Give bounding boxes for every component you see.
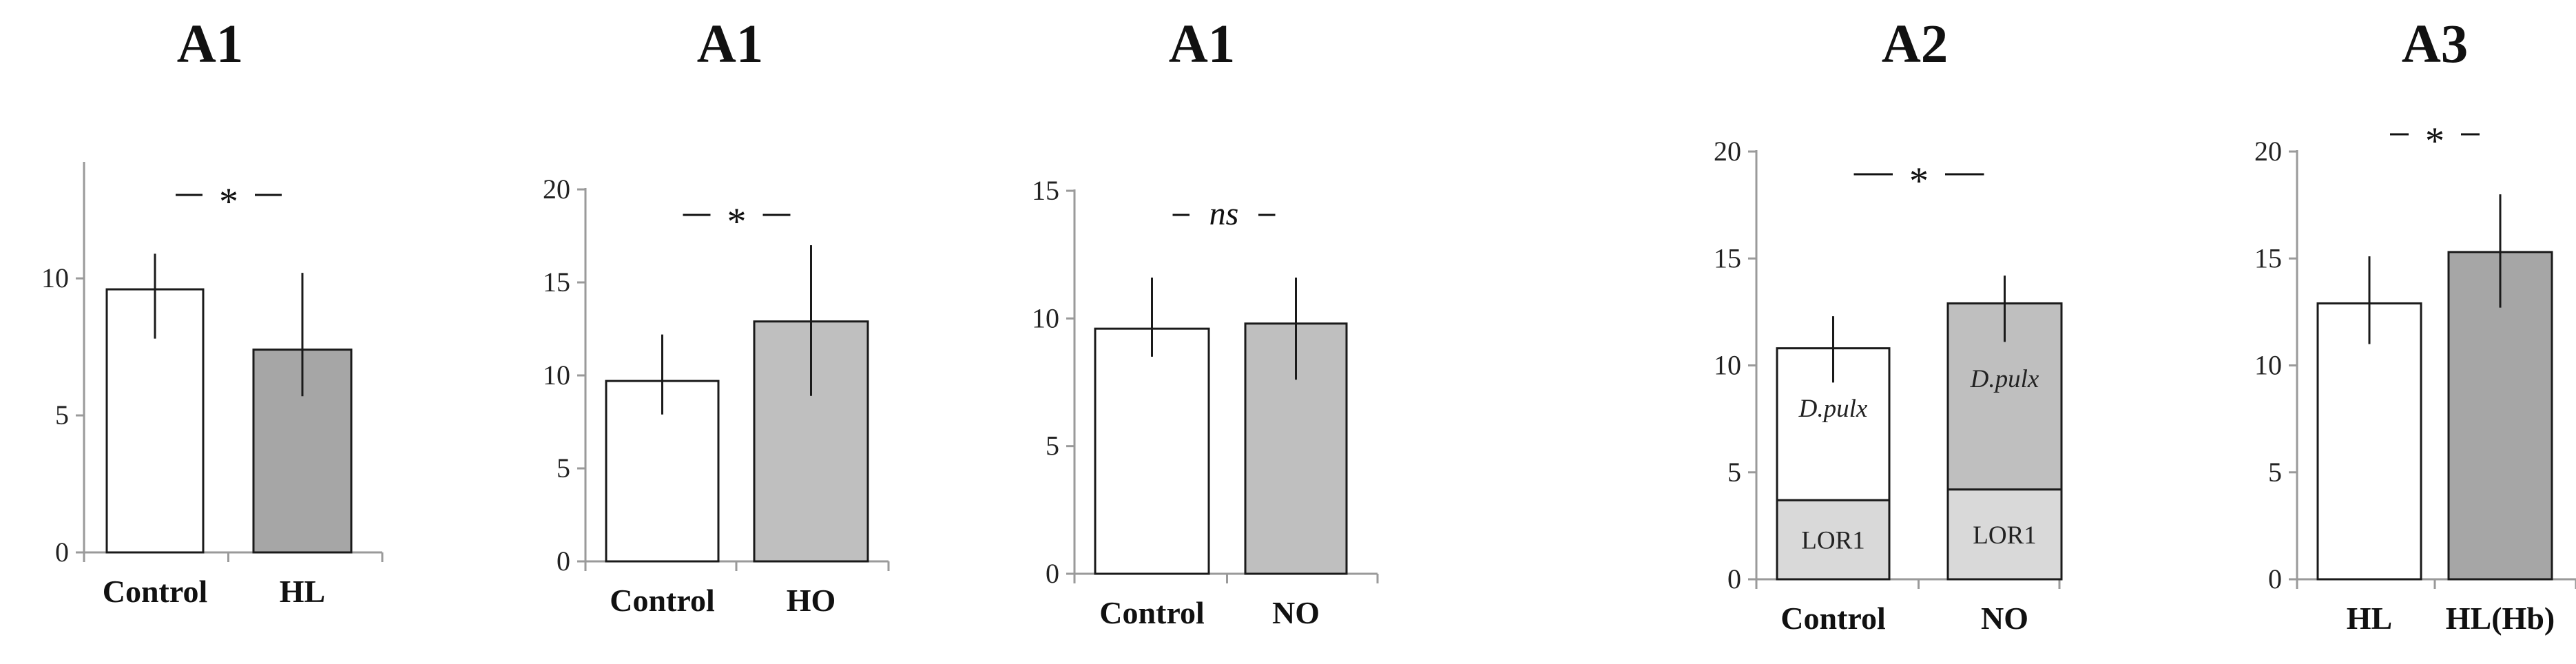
significance-marker: ns (1209, 196, 1239, 232)
y-tick-label: 10 (41, 262, 69, 293)
category-label: Control (1099, 595, 1205, 630)
chart-panel-4: A2 0 5 10 15 20 LOR1 D.pulx Control LOR1 D.pulx NO * (1714, 14, 2063, 636)
category-label: HO (787, 583, 836, 618)
panel-title: A1 (697, 14, 764, 74)
y-tick-label: 10 (1032, 302, 1059, 333)
category-label: HL (280, 574, 325, 609)
y-tick-label: 5 (557, 453, 570, 484)
chart-panel-2: A1 0 5 10 15 20 Control HO * (543, 14, 890, 618)
chart-panel-1: A1 0 5 10 Control HL * (41, 14, 384, 609)
y-tick-label: 0 (55, 537, 69, 568)
category-label: Control (103, 574, 208, 609)
y-tick-label: 5 (1727, 457, 1741, 488)
significance-marker: * (727, 200, 747, 243)
category-label: Control (1780, 601, 1886, 636)
segment-label: LOR1 (1801, 527, 1865, 555)
y-tick-label: 20 (543, 174, 570, 205)
segment-label: D.pulx (1970, 365, 2039, 393)
y-tick-label: 10 (543, 360, 570, 391)
panel-title: A3 (2402, 14, 2469, 74)
significance-marker: * (1909, 160, 1929, 203)
y-tick-label: 5 (1046, 430, 1059, 461)
y-tick-label: 0 (1046, 558, 1059, 589)
segment-label: D.pulx (1798, 395, 1868, 423)
category-label: HL(Hb) (2446, 601, 2555, 636)
y-tick-label: 5 (55, 400, 69, 430)
y-tick-label: 20 (1714, 136, 1741, 167)
y-tick-label: 0 (557, 546, 570, 577)
y-tick-label: 10 (2254, 350, 2282, 381)
chart-panel-3: A1 0 5 10 15 Control NO ns (1032, 14, 1379, 630)
chart-panel-5: A3 0 5 10 15 20 HL HL(Hb) * (2254, 14, 2576, 636)
bar (1094, 327, 1210, 575)
y-tick-label: 0 (1727, 563, 1741, 594)
significance-marker: * (2425, 120, 2444, 163)
y-tick-label: 10 (1714, 350, 1741, 381)
panel-title: A1 (177, 14, 244, 74)
panel-title: A1 (1169, 14, 1236, 74)
y-tick-label: 0 (2268, 563, 2282, 594)
panel-title: A2 (1882, 14, 1949, 74)
y-tick-label: 15 (2254, 242, 2282, 273)
category-label: NO (1272, 595, 1320, 630)
y-tick-label: 20 (2254, 136, 2282, 167)
y-tick-label: 15 (543, 267, 570, 298)
category-label: HL (2347, 601, 2392, 636)
segment-label: LOR1 (1973, 521, 2037, 550)
y-tick-label: 15 (1714, 242, 1741, 273)
category-label: NO (1981, 601, 2028, 636)
significance-marker: * (219, 180, 238, 223)
y-tick-label: 5 (2268, 457, 2282, 488)
category-label: Control (610, 583, 715, 618)
y-tick-label: 15 (1032, 175, 1059, 206)
bar (2316, 302, 2422, 581)
